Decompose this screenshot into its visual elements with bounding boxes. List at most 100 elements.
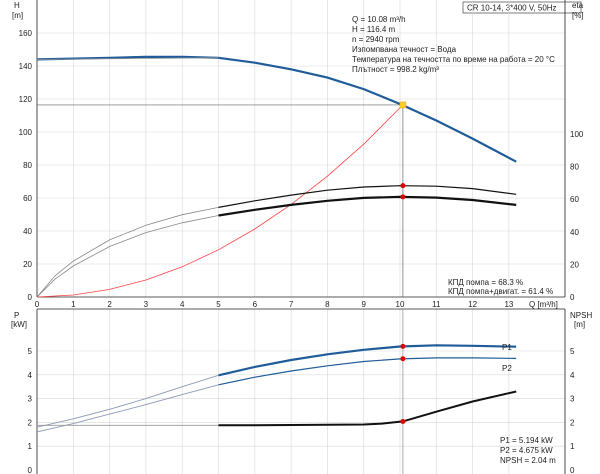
top-left-tick: 140 (19, 62, 33, 71)
duty-marker (400, 343, 406, 349)
top-right-tick: 20 (570, 260, 579, 269)
top-markers (399, 101, 407, 200)
info-liquid: Изпомпвана течност = Вода (352, 45, 457, 54)
top-x-tick: 4 (180, 300, 185, 309)
series-eta_total_ext (36, 215, 219, 298)
bottom-left-tick: 3 (28, 395, 33, 404)
bottom-left-tick: 2 (28, 418, 33, 427)
bottom-right-tick: 1 (570, 442, 575, 451)
top-left-tick: 100 (19, 128, 33, 137)
bottom-left-tick: 0 (28, 466, 33, 474)
series-eta_pump_ext (36, 207, 219, 298)
top-x-tick-labels: 0 1 2 3 4 5 6 7 8 9 10 11 12 13 (35, 300, 514, 309)
efficiency-marker (400, 194, 406, 200)
info-eta-pump: КПД помпа = 68.3 % (448, 278, 523, 287)
info-npsh: NPSH = 2.04 m (500, 456, 556, 465)
product-label-box: CR 10-14, 3*400 V, 50Hz (462, 1, 582, 14)
duty-marker (400, 356, 406, 362)
info-density: Плътност = 998.2 kg/m³ (352, 65, 439, 74)
top-left-axis-unit: [m] (12, 11, 23, 20)
series-head_extended (36, 57, 219, 60)
top-left-tick: 40 (23, 227, 32, 236)
top-x-tick: 0 (35, 300, 40, 309)
bottom-left-tick: 4 (28, 371, 33, 380)
top-x-tick: 3 (144, 300, 149, 309)
top-x-axis-label: Q [m³/h] (529, 300, 558, 309)
top-x-tick: 1 (71, 300, 76, 309)
top-grid (37, 0, 565, 297)
top-x-tick: 7 (289, 300, 294, 309)
bottom-markers (400, 343, 406, 424)
bottom-right-tick: 3 (570, 395, 575, 404)
top-right-tick: 80 (570, 163, 579, 172)
duty-marker (400, 418, 406, 424)
efficiency-marker (400, 183, 406, 189)
bottom-series (36, 309, 517, 474)
series-system (36, 104, 404, 298)
bottom-left-tick: 1 (28, 442, 33, 451)
bottom-right-tick: 5 (570, 347, 575, 356)
info-head: H = 116.4 m (352, 25, 396, 34)
product-label: CR 10-14, 3*400 V, 50Hz (467, 4, 557, 13)
top-left-axis-name: H (14, 1, 20, 10)
top-left-tick: 60 (23, 194, 32, 203)
top-x-tick: 9 (361, 300, 366, 309)
info-eta-total: КПД помпа+двигат. = 61.4 % (448, 287, 553, 296)
top-right-axis-name: eta (572, 1, 584, 10)
bottom-grid (37, 309, 565, 474)
bottom-info-block: P1 = 5.194 kW P2 = 4.675 kW NPSH = 2.04 … (500, 436, 556, 465)
top-right-tick-labels: 0 20 40 60 80 100 (570, 130, 584, 302)
bottom-right-axis-name: NPSH (570, 311, 592, 320)
top-left-tick-labels: 0 20 40 60 80 100 120 140 160 (19, 29, 33, 302)
top-series (36, 55, 517, 298)
bottom-left-tick: 5 (28, 347, 33, 356)
p1-series-label: P1 (502, 343, 512, 352)
top-left-tick: 0 (28, 293, 33, 302)
bottom-left-tick-labels: 0 1 2 3 4 5 (28, 347, 33, 474)
top-right-tick: 60 (570, 195, 579, 204)
top-left-tick: 120 (19, 95, 33, 104)
bottom-right-tick: 4 (570, 371, 575, 380)
series-eta_pump_motor (218, 195, 517, 217)
p2-series-label: P2 (502, 364, 512, 373)
top-x-tick: 6 (253, 300, 258, 309)
series-head (36, 55, 517, 163)
top-left-tick: 160 (19, 29, 33, 38)
top-x-tick: 2 (107, 300, 112, 309)
series-NPSH (218, 390, 517, 427)
info-flow: Q = 10.08 m³/h (352, 15, 406, 24)
top-x-tick: 11 (432, 300, 441, 309)
top-x-tick: 10 (396, 300, 405, 309)
power-npsh-chart: P [kW] NPSH [m] 0 1 2 3 4 5 0 1 2 3 4 5 P1 P2 P1 =… (11, 308, 592, 474)
series-P2 (218, 357, 517, 386)
top-x-tick: 12 (468, 300, 477, 309)
series-P1_ext (36, 374, 219, 428)
top-left-tick: 80 (23, 161, 32, 170)
bottom-right-tick-labels: 0 1 2 3 4 5 (570, 347, 575, 474)
head-efficiency-chart: H [m] eta [%] Q [m³/h] 02040608010012014… (12, 0, 584, 309)
bottom-right-tick: 0 (570, 466, 575, 474)
series-eta_pump (218, 185, 517, 208)
top-right-axis-unit: [%] (572, 11, 584, 20)
top-right-tick: 0 (570, 293, 575, 302)
bottom-right-axis-unit: [m] (574, 320, 585, 329)
duty-point-marker (399, 101, 407, 109)
top-x-tick: 13 (504, 300, 513, 309)
series-P2_ext (36, 384, 219, 433)
info-p1: P1 = 5.194 kW (500, 436, 553, 445)
top-info-block: Q = 10.08 m³/h H = 116.4 m n = 2940 rpm … (352, 15, 555, 74)
top-x-tick: 8 (325, 300, 330, 309)
bottom-left-axis-unit: [kW] (11, 320, 27, 329)
top-left-tick: 20 (23, 260, 32, 269)
top-right-tick: 40 (570, 228, 579, 237)
bottom-right-tick: 2 (570, 418, 575, 427)
info-speed: n = 2940 rpm (352, 35, 400, 44)
efficiency-info-block: КПД помпа = 68.3 % КПД помпа+двигат. = 6… (448, 278, 553, 296)
bottom-left-axis-name: P (14, 311, 19, 320)
top-right-tick: 100 (570, 130, 584, 139)
info-temperature: Температура на течността по време на раб… (352, 55, 555, 64)
top-x-tick: 5 (216, 300, 221, 309)
info-p2: P2 = 4.675 kW (500, 446, 553, 455)
series-P1 (218, 344, 517, 377)
